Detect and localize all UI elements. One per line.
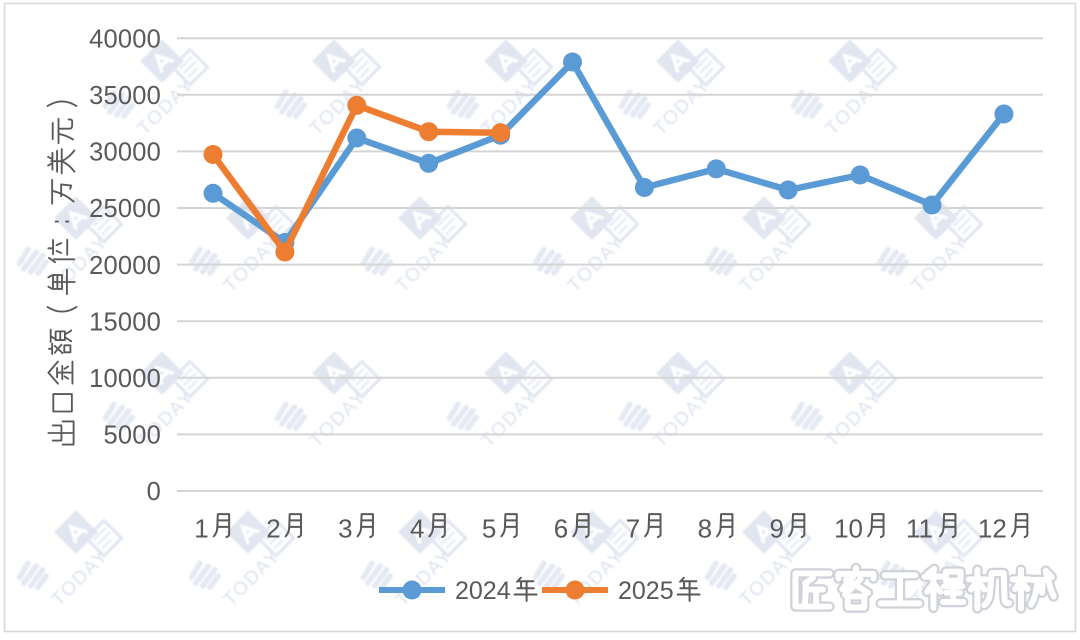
svg-text:5000: 5000	[103, 422, 161, 450]
svg-text:6: 6	[554, 514, 568, 544]
svg-text:10000: 10000	[89, 365, 161, 393]
svg-text:5: 5	[482, 514, 496, 544]
svg-text:10: 10	[834, 514, 863, 544]
svg-text:12: 12	[978, 514, 1007, 544]
svg-text:25000: 25000	[89, 195, 161, 223]
svg-text:1: 1	[194, 514, 208, 544]
svg-text:7: 7	[626, 514, 640, 544]
svg-text:2024: 2024	[455, 577, 511, 605]
svg-text:0: 0	[147, 478, 161, 506]
svg-text:2: 2	[266, 514, 280, 544]
svg-text:20000: 20000	[89, 252, 161, 280]
svg-text:11: 11	[906, 514, 933, 544]
svg-text:4: 4	[410, 514, 424, 544]
svg-text:2025: 2025	[618, 577, 674, 605]
svg-text:40000: 40000	[89, 25, 161, 53]
svg-text:35000: 35000	[89, 82, 161, 110]
svg-text:8: 8	[698, 514, 712, 544]
svg-text:30000: 30000	[89, 139, 161, 167]
svg-text:9: 9	[770, 514, 784, 544]
svg-text:15000: 15000	[89, 308, 161, 336]
svg-text:3: 3	[338, 514, 352, 544]
